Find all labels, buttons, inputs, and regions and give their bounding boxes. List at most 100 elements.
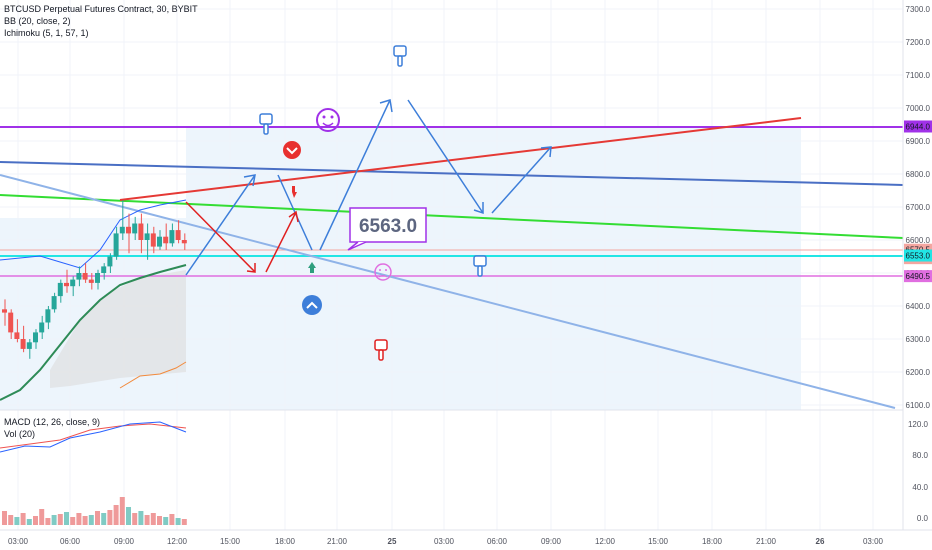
volume-bar (64, 512, 69, 525)
candle-body (14, 332, 20, 339)
candle-body (26, 342, 32, 349)
price-tag-label: 6944.0 (906, 122, 931, 131)
volume-bar (8, 515, 14, 525)
price-tick-label: 7300.0 (906, 5, 931, 14)
volume-bar (14, 517, 20, 525)
volume-bar (70, 517, 76, 525)
candle-body (144, 233, 150, 240)
candle-body (95, 273, 100, 283)
price-tag-label: 6490.5 (906, 272, 931, 281)
candle-body (132, 223, 138, 234)
time-tick-label: 18:00 (702, 537, 723, 546)
candle-body (51, 296, 57, 310)
macd-tick-label: 120.0 (908, 420, 929, 429)
volume-bar (175, 518, 181, 525)
macd-tick-label: 40.0 (912, 483, 928, 492)
macd-legend: MACD (12, 26, close, 9) Vol (20) (4, 416, 100, 440)
price-tag (904, 120, 932, 133)
bb-upper (0, 199, 187, 269)
sad-face-icon (374, 263, 392, 281)
ichimoku-indicator-label: Ichimoku (5, 1, 57, 1) (4, 28, 89, 38)
candle-body (76, 273, 82, 280)
time-tick-label: 21:00 (756, 537, 777, 546)
volume-bar (76, 513, 82, 525)
macd-indicator-label: MACD (12, 26, close, 9) (4, 417, 101, 427)
time-tick-label: 12:00 (595, 537, 616, 546)
volume-bar (138, 511, 144, 525)
chevron-up-badge (302, 295, 322, 315)
arrow-head (379, 99, 393, 113)
price-annotation-box (349, 207, 427, 243)
price-tag-label: 6553.0 (906, 252, 931, 261)
candle-body (33, 332, 38, 343)
smiley-eye (322, 115, 326, 119)
volume-bar (33, 516, 38, 525)
candle-body (138, 223, 144, 240)
vol-indicator-label: Vol (20) (4, 429, 36, 439)
candle-body (64, 282, 69, 287)
arrow-head (473, 202, 484, 215)
candle-body (39, 322, 45, 333)
volume-bar (107, 510, 113, 525)
volume-bar (144, 515, 150, 525)
down-arrow-stem (292, 186, 295, 192)
time-tick-label: 21:00 (327, 537, 348, 546)
time-tick-label: 15:00 (220, 537, 241, 546)
sad-face-mouth (378, 275, 388, 278)
candle-body (107, 256, 113, 267)
time-tick-label: 03:00 (8, 537, 29, 546)
sad-face-eye (385, 269, 387, 271)
volume-bar (126, 507, 131, 525)
smiley-icon (316, 108, 340, 132)
price-tick-label: 6400.0 (906, 302, 931, 311)
volume-bar (88, 515, 94, 525)
arrow-segment (407, 99, 484, 214)
volume-bar (57, 514, 63, 525)
macd-pane: 120.0 80.0 40.0 0.0 (0, 420, 929, 525)
trend-lines (0, 117, 904, 409)
candle-body (88, 279, 94, 283)
candles (2, 200, 187, 359)
sad-face-eye (379, 269, 381, 271)
candle-body (20, 339, 26, 349)
red-arrow-segment (185, 201, 256, 273)
candle-body (113, 233, 119, 257)
candle-body (157, 236, 162, 247)
candle-body (8, 312, 14, 333)
macd-tick-label: 0.0 (917, 514, 929, 523)
volume-bar (132, 513, 138, 525)
up-arrow-icon (308, 262, 316, 268)
green-trend-line (0, 194, 904, 239)
forecast-zone (186, 128, 801, 410)
candle-body (175, 230, 181, 240)
price-tick-label: 7000.0 (906, 104, 931, 113)
arrow-head (540, 146, 552, 158)
candle-body (45, 309, 51, 323)
volume-bar (2, 511, 7, 525)
candle-body (101, 266, 107, 273)
pointing-hand-icon (473, 255, 487, 267)
volume-bar (45, 518, 51, 525)
price-tag (904, 270, 932, 283)
up-arrow-stem (310, 268, 314, 273)
smiley-eye (330, 115, 334, 119)
price-tick-label: 7200.0 (906, 38, 931, 47)
bb-indicator-label: BB (20, close, 2) (4, 16, 71, 26)
red-arrow-segment (265, 211, 297, 273)
time-tick-label: 09:00 (541, 537, 562, 546)
macd-line (0, 421, 187, 453)
volume-bar (101, 513, 107, 525)
volume-bar (26, 519, 32, 525)
candle-body (181, 240, 187, 244)
time-axis: 03:00 06:00 09:00 12:00 15:00 18:00 21:00 25 03:… (0, 529, 932, 546)
chevron-down-badge (283, 141, 301, 159)
macd-signal-line (0, 423, 187, 449)
grid (0, 0, 903, 530)
time-tick-label: 06:00 (60, 537, 81, 546)
volume-bar (119, 497, 125, 525)
time-tick-label: 09:00 (114, 537, 135, 546)
blue-trend-line (0, 161, 904, 186)
pointing-hand-icon (259, 113, 273, 125)
pointing-hand-icon (374, 339, 388, 351)
